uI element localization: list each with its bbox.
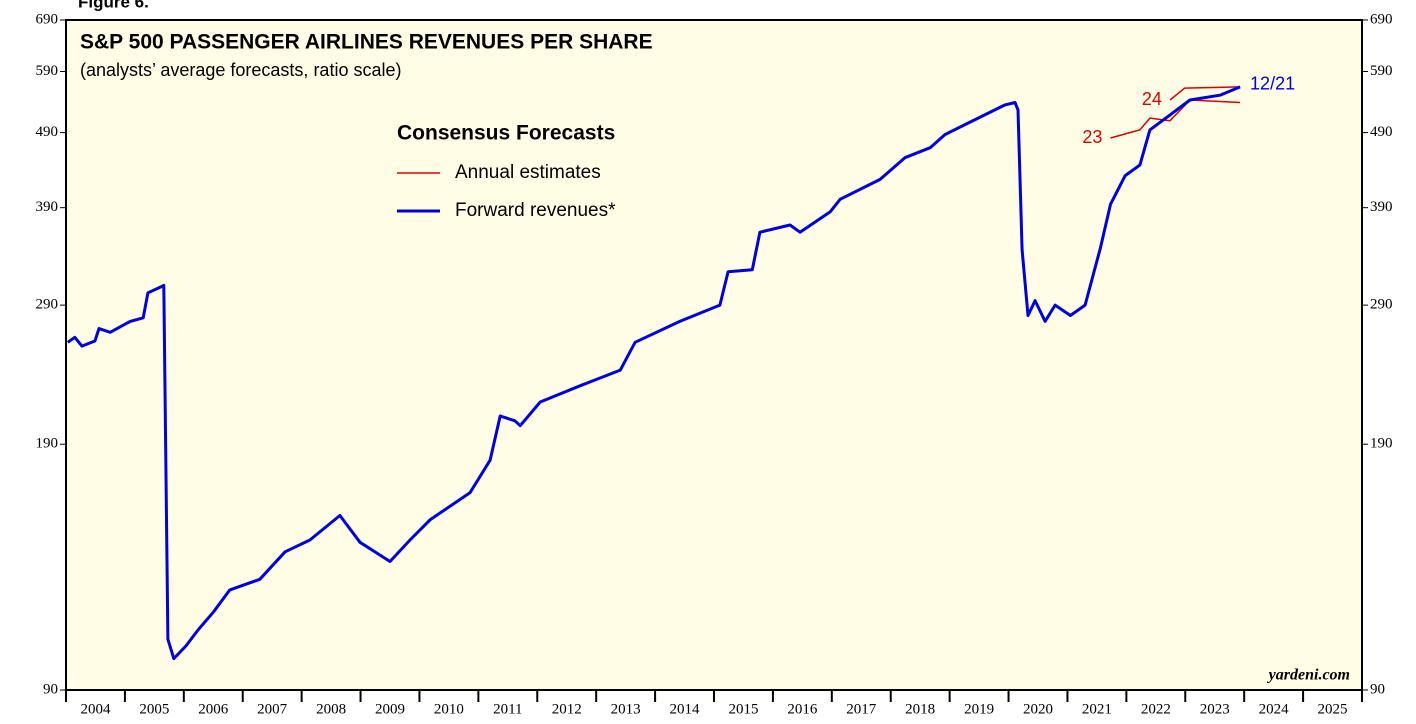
x-tick-label: 2022 — [1141, 701, 1171, 717]
legend-label: Annual estimates — [455, 162, 601, 183]
x-tick-label: 2012 — [552, 701, 582, 717]
y2-tick-label: 690 — [1370, 11, 1393, 27]
series-line — [66, 85, 1241, 661]
x-tick-label: 2010 — [434, 701, 464, 717]
x-tick-label: 2020 — [1023, 701, 1053, 717]
y-tick-label: 90 — [43, 681, 58, 697]
x-tick-label: 2016 — [787, 701, 818, 717]
x-tick-label: 2013 — [611, 701, 641, 717]
y2-tick-label: 390 — [1370, 199, 1393, 215]
x-tick-label: 2024 — [1259, 701, 1290, 717]
y2-tick-label: 490 — [1370, 124, 1393, 140]
x-tick-label: 2014 — [670, 701, 701, 717]
x-tick-label: 2008 — [316, 701, 346, 717]
chart-subtitle: (analysts’ average forecasts, ratio scal… — [80, 60, 401, 80]
figure-label: Figure 6. — [78, 0, 149, 11]
y2-tick-label: 290 — [1370, 297, 1393, 313]
source: yardeni.com — [1267, 667, 1350, 684]
plot-area — [65, 19, 1363, 691]
y-tick-label: 390 — [36, 199, 59, 215]
x-tick-label: 2007 — [257, 701, 288, 717]
x-tick-label: 2009 — [375, 701, 405, 717]
y-tick-label: 190 — [36, 436, 59, 452]
x-tick-label: 2004 — [80, 701, 111, 717]
x-tick-label: 2021 — [1082, 701, 1112, 717]
x-tick-label: 2006 — [198, 701, 229, 717]
y2-tick-label: 90 — [1370, 681, 1385, 697]
x-tick-label: 2025 — [1318, 701, 1348, 717]
series-line — [1110, 99, 1241, 139]
y2-tick-label: 190 — [1370, 436, 1393, 452]
y2-tick-label: 590 — [1370, 63, 1393, 79]
end-label: 12/21 — [1250, 74, 1295, 94]
x-tick-label: 2005 — [139, 701, 169, 717]
y-tick-label: 490 — [36, 124, 59, 140]
x-tick-label: 2023 — [1200, 701, 1230, 717]
x-tick-label: 2015 — [728, 701, 758, 717]
series-line — [1169, 86, 1241, 101]
x-tick-label: 2018 — [905, 701, 935, 717]
x-tick-label: 2019 — [964, 701, 994, 717]
chart-title: S&P 500 PASSENGER AIRLINES REVENUES PER … — [80, 31, 653, 54]
x-tick-label: 2017 — [846, 701, 877, 717]
y-tick-label: 690 — [36, 11, 59, 27]
y-tick-label: 290 — [36, 297, 59, 313]
series-label: 24 — [1142, 89, 1162, 109]
x-tick-label: 2011 — [493, 701, 522, 717]
series-label: 23 — [1082, 127, 1102, 147]
legend-label: Forward revenues* — [455, 200, 616, 221]
legend-title: Consensus Forecasts — [397, 122, 615, 145]
y-tick-label: 590 — [36, 63, 59, 79]
